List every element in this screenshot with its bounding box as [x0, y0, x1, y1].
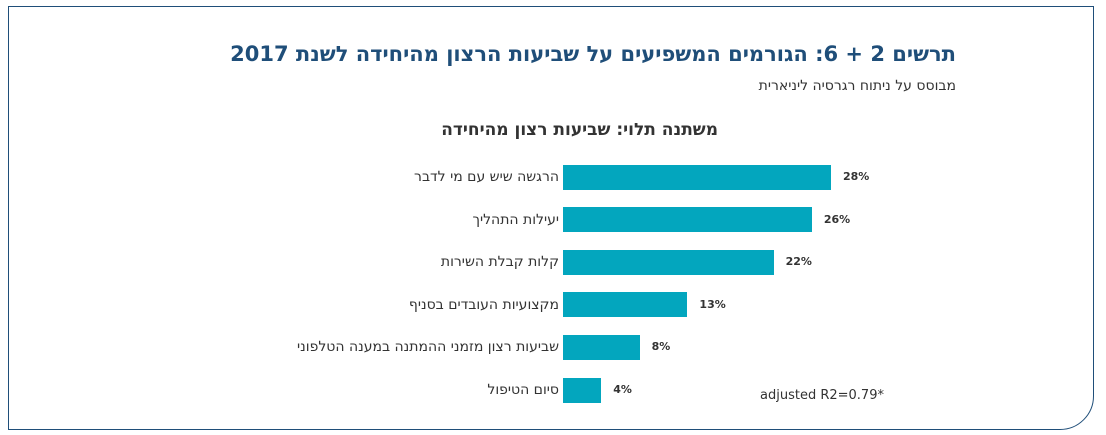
- chart-frame: [8, 6, 1094, 430]
- bar: [563, 164, 831, 190]
- chart-subtitle: מבוסס על ניתוח רגרסיה ליניארית: [758, 78, 956, 94]
- bar: [563, 334, 640, 360]
- bar: [563, 377, 602, 403]
- bar-value-label: 4%: [613, 383, 632, 396]
- chart-main-title: תרשים 2 + 6: הגורמים המשפיעים על שביעות …: [230, 42, 956, 66]
- bar-value-label: 26%: [823, 212, 851, 226]
- bar-value-label: 28%: [843, 170, 870, 183]
- bar: [563, 207, 812, 233]
- category-label: הרגשה שיש עם מי לדבר: [414, 169, 559, 185]
- bar-value-label: 8%: [651, 340, 671, 354]
- bar: [563, 292, 688, 318]
- bar-value-label: 22%: [785, 255, 812, 269]
- category-label: מקצועיות העובדים בסניף: [408, 296, 559, 313]
- category-label: קלות קבלת השירות: [440, 254, 559, 271]
- chart-dependent-variable-title: משתנה תלוי: שביעות רצון מהיחידה: [441, 120, 718, 140]
- bar-value-label: 13%: [699, 297, 726, 311]
- category-label: שביעות רצון מזמני ההמתנה במענה הטלפוני: [297, 339, 559, 356]
- regression-note: adjusted R2=0.79*: [760, 388, 884, 403]
- category-label: סיום הטיפול: [487, 382, 559, 398]
- bar: [563, 249, 774, 275]
- category-label: יעילות התהליך: [472, 211, 559, 228]
